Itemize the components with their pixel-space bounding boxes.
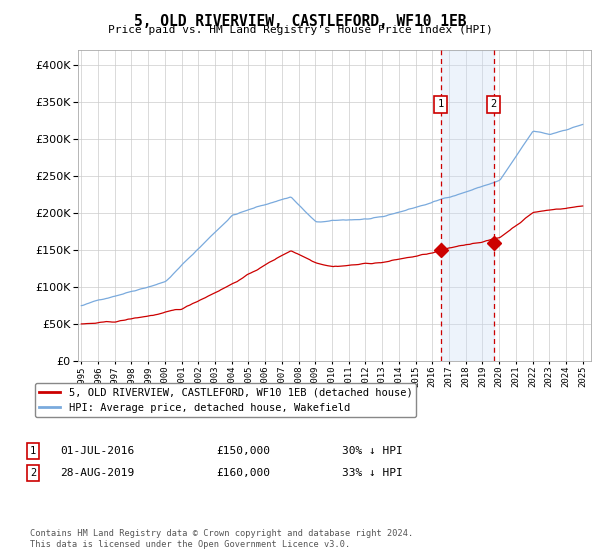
Text: Contains HM Land Registry data © Crown copyright and database right 2024.
This d: Contains HM Land Registry data © Crown c… [30, 529, 413, 549]
Text: Price paid vs. HM Land Registry's House Price Index (HPI): Price paid vs. HM Land Registry's House … [107, 25, 493, 35]
Text: 1: 1 [30, 446, 36, 456]
Text: 2: 2 [30, 468, 36, 478]
Text: 1: 1 [437, 100, 444, 109]
Legend: 5, OLD RIVERVIEW, CASTLEFORD, WF10 1EB (detached house), HPI: Average price, det: 5, OLD RIVERVIEW, CASTLEFORD, WF10 1EB (… [35, 383, 416, 417]
Text: 01-JUL-2016: 01-JUL-2016 [60, 446, 134, 456]
Bar [440, 50, 494, 361]
Text: £150,000: £150,000 [216, 446, 270, 456]
Text: 2: 2 [490, 100, 497, 109]
Text: £160,000: £160,000 [216, 468, 270, 478]
Text: 28-AUG-2019: 28-AUG-2019 [60, 468, 134, 478]
Text: 30% ↓ HPI: 30% ↓ HPI [342, 446, 403, 456]
Text: 33% ↓ HPI: 33% ↓ HPI [342, 468, 403, 478]
Text: 5, OLD RIVERVIEW, CASTLEFORD, WF10 1EB: 5, OLD RIVERVIEW, CASTLEFORD, WF10 1EB [134, 14, 466, 29]
